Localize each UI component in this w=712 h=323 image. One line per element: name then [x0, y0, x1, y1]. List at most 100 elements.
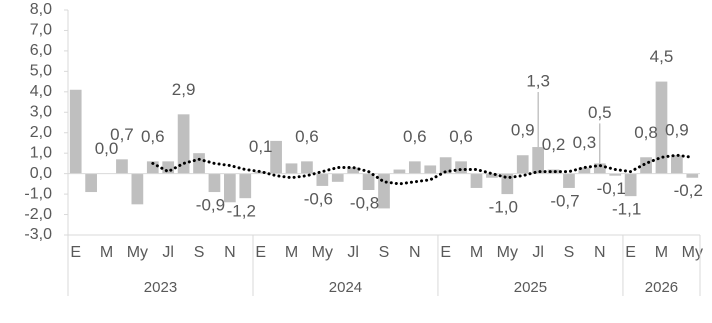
x-tick-label: Jl [347, 244, 359, 261]
y-tick-label: 0,0 [30, 165, 52, 182]
bar [563, 173, 575, 188]
data-label: 0,2 [542, 135, 566, 154]
trend-line [151, 153, 694, 186]
bar [393, 169, 406, 174]
data-label: 0,6 [403, 127, 427, 146]
y-tick-label: 8,0 [30, 1, 52, 18]
group-label: 2024 [329, 279, 362, 296]
bar [516, 155, 529, 174]
bar [193, 153, 205, 174]
data-label: 4,5 [650, 47, 674, 66]
bar [424, 165, 437, 174]
data-label: 0,6 [141, 127, 165, 146]
bar [116, 159, 128, 174]
data-label: -1,0 [489, 198, 518, 217]
y-tick-label: 7,0 [30, 22, 52, 39]
data-label: 0,8 [634, 123, 658, 142]
y-tick-label: -1,0 [24, 185, 52, 202]
data-label: 0,6 [295, 127, 319, 146]
x-tick-label: M [100, 244, 113, 261]
y-tick-label: 6,0 [30, 42, 52, 59]
x-tick-label: N [409, 244, 421, 261]
data-label: -0,1 [597, 179, 626, 198]
x-tick-label: E [70, 244, 81, 261]
y-tick-label: 4,0 [30, 83, 52, 100]
data-label: 0,0 [95, 139, 119, 158]
bar [609, 173, 622, 176]
data-label: 0,5 [588, 103, 612, 122]
bar [655, 81, 668, 174]
bar [593, 163, 606, 174]
bar [331, 173, 344, 182]
x-tick-label: N [594, 244, 606, 261]
x-tick-label: Jl [162, 244, 174, 261]
bar [671, 155, 683, 174]
data-label: 2,9 [172, 80, 196, 99]
x-tick-label: My [312, 244, 333, 261]
y-tick-label: -3,0 [24, 226, 52, 243]
data-label: 1,3 [526, 72, 550, 91]
bar [208, 173, 221, 193]
group-label: 2025 [514, 279, 547, 296]
data-label: -0,7 [550, 191, 579, 210]
bar [270, 140, 282, 174]
bar [439, 157, 452, 174]
x-tick-label: E [625, 244, 636, 261]
x-tick-label: Jl [532, 244, 544, 261]
bar [408, 161, 421, 174]
data-label: -1,2 [227, 202, 256, 221]
bar [624, 173, 637, 197]
data-label: -0,2 [674, 181, 703, 200]
bar [301, 161, 313, 174]
y-tick-label: -2,0 [24, 206, 52, 223]
bar [177, 114, 190, 174]
data-label: 0,3 [573, 133, 597, 152]
y-tick-label: 2,0 [30, 124, 52, 141]
x-tick-label: E [255, 244, 266, 261]
bar [223, 173, 236, 203]
data-label: 0,6 [449, 127, 473, 146]
bar [239, 173, 252, 199]
x-tick-label: My [497, 244, 518, 261]
x-tick-label: My [127, 244, 148, 261]
bar [85, 173, 97, 193]
bar [640, 157, 652, 174]
bar [285, 163, 298, 174]
x-tick-label: S [194, 244, 205, 261]
y-tick-label: 3,0 [30, 103, 52, 120]
data-label: -0,6 [304, 189, 333, 208]
bar [378, 173, 390, 209]
data-label: 0,9 [511, 121, 535, 140]
group-label: 2023 [144, 279, 177, 296]
data-label: 0,1 [249, 137, 273, 156]
data-label: -0,8 [350, 193, 379, 212]
bar [347, 167, 360, 174]
x-tick-label: M [470, 244, 483, 261]
bar [547, 169, 560, 174]
data-label: -1,1 [612, 200, 641, 219]
y-tick-label: 1,0 [30, 144, 52, 161]
data-label: -0,9 [196, 196, 225, 215]
x-tick-label: M [285, 244, 298, 261]
bar [362, 173, 375, 190]
bar [486, 173, 498, 178]
data-label: 0,7 [110, 125, 134, 144]
bar [146, 161, 159, 174]
bar [131, 173, 144, 205]
bar [162, 161, 175, 174]
bar [686, 173, 699, 178]
x-tick-label: E [440, 244, 451, 261]
x-tick-label: N [224, 244, 236, 261]
bar [69, 89, 82, 174]
bar [532, 147, 545, 174]
bar [455, 161, 467, 174]
x-tick-label: My [682, 244, 703, 261]
x-tick-label: M [655, 244, 668, 261]
group-label: 2026 [645, 279, 678, 296]
bar [470, 173, 483, 188]
x-tick-label: S [564, 244, 575, 261]
bar [578, 167, 591, 174]
bar [501, 173, 514, 195]
bar [254, 171, 267, 174]
